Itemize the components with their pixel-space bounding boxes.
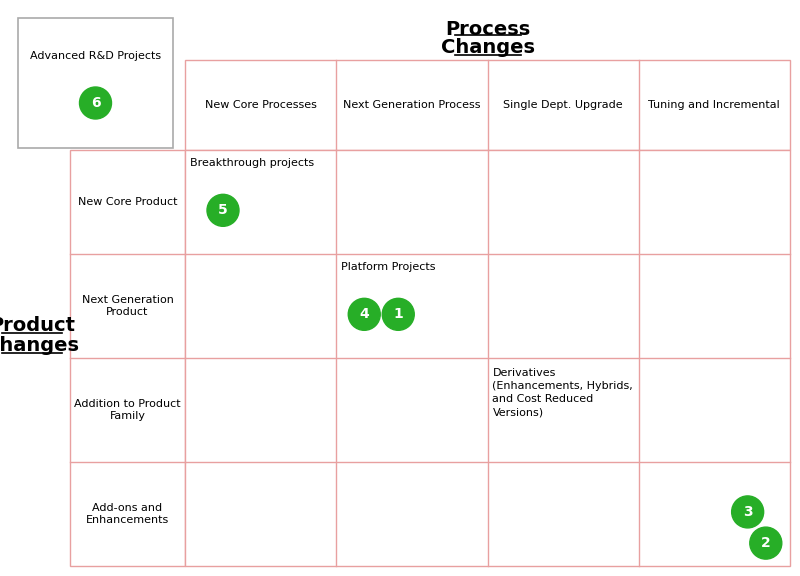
Text: New Core Product: New Core Product [78, 197, 178, 207]
Text: Add-ons and
Enhancements: Add-ons and Enhancements [86, 503, 169, 525]
Text: 4: 4 [359, 308, 369, 321]
Text: Tuning and Incremental: Tuning and Incremental [649, 100, 780, 110]
Text: Next Generation Process: Next Generation Process [343, 100, 481, 110]
Circle shape [732, 496, 764, 528]
Circle shape [382, 298, 414, 330]
Circle shape [348, 298, 380, 330]
Text: Platform Projects: Platform Projects [342, 262, 436, 272]
Text: Next Generation
Product: Next Generation Product [82, 295, 174, 317]
Circle shape [79, 87, 111, 119]
Circle shape [750, 527, 782, 559]
Text: Breakthrough projects: Breakthrough projects [190, 158, 314, 168]
Bar [70, 150, 185, 566]
Text: Addition to Product
Family: Addition to Product Family [74, 399, 181, 421]
Text: Derivatives
(Enhancements, Hybrids,
and Cost Reduced
Versions): Derivatives (Enhancements, Hybrids, and … [493, 368, 634, 418]
Text: 2: 2 [761, 536, 770, 550]
Text: Single Dept. Upgrade: Single Dept. Upgrade [503, 100, 623, 110]
Text: 3: 3 [743, 505, 753, 519]
Bar [185, 150, 790, 566]
Text: 6: 6 [90, 96, 100, 110]
Text: Advanced R&D Projects: Advanced R&D Projects [30, 51, 161, 61]
Text: Product: Product [0, 316, 75, 335]
Text: Changes: Changes [441, 38, 534, 57]
Text: Changes: Changes [0, 336, 79, 355]
Text: 1: 1 [394, 308, 403, 321]
Text: 5: 5 [218, 203, 228, 217]
Bar [18, 18, 173, 148]
Text: Process: Process [445, 20, 530, 39]
Circle shape [207, 194, 239, 226]
Bar [185, 60, 790, 150]
Text: New Core Processes: New Core Processes [205, 100, 317, 110]
